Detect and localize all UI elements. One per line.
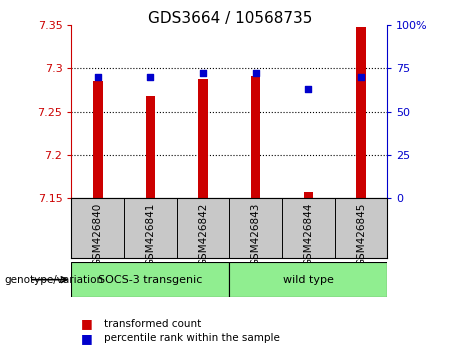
Point <box>199 70 207 76</box>
Point <box>305 86 312 92</box>
Text: wild type: wild type <box>283 275 334 285</box>
Text: ■: ■ <box>81 332 92 344</box>
Point <box>94 74 101 80</box>
Bar <box>146 96 155 198</box>
Text: GSM426844: GSM426844 <box>303 203 313 267</box>
Bar <box>229 262 387 297</box>
Point <box>147 74 154 80</box>
Bar <box>71 262 229 297</box>
Text: percentile rank within the sample: percentile rank within the sample <box>104 333 280 343</box>
Text: GSM426843: GSM426843 <box>251 203 260 267</box>
Text: GDS3664 / 10568735: GDS3664 / 10568735 <box>148 11 313 25</box>
Text: GSM426845: GSM426845 <box>356 203 366 267</box>
Text: GSM426841: GSM426841 <box>145 203 155 267</box>
Text: transformed count: transformed count <box>104 319 201 329</box>
Text: SOCS-3 transgenic: SOCS-3 transgenic <box>98 275 202 285</box>
Bar <box>251 76 260 198</box>
Text: genotype/variation: genotype/variation <box>5 275 104 285</box>
Text: ■: ■ <box>81 318 92 330</box>
Bar <box>198 79 208 198</box>
Text: GSM426840: GSM426840 <box>93 203 103 266</box>
Bar <box>356 27 366 198</box>
Text: GSM426842: GSM426842 <box>198 203 208 267</box>
Bar <box>93 81 102 198</box>
Bar <box>303 192 313 198</box>
Point <box>357 74 365 80</box>
Point <box>252 70 260 76</box>
